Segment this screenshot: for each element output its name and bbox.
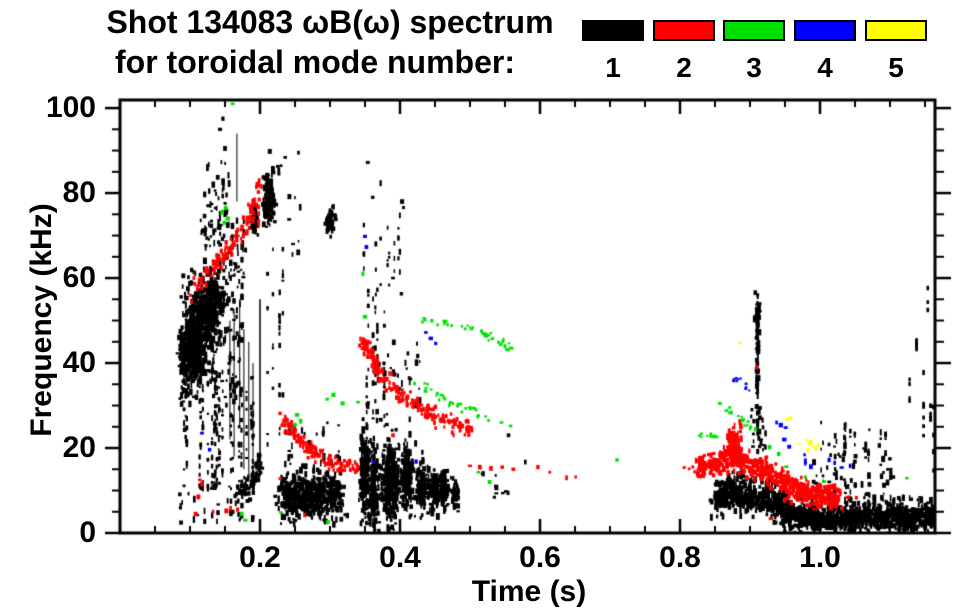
- x-tick-label-1.0: 1.0: [799, 541, 841, 574]
- legend-label-n3: 3: [746, 52, 762, 83]
- y-tick-label-100: 100: [45, 91, 96, 124]
- y-tick-label-40: 40: [62, 346, 96, 379]
- y-tick-label-80: 80: [62, 176, 96, 209]
- legend-label-n2: 2: [676, 52, 692, 83]
- legend-swatch-n1: [582, 20, 644, 41]
- legend-swatch-n4: [794, 20, 856, 41]
- legend-label-n5: 5: [888, 52, 904, 83]
- y-tick-label-20: 20: [62, 431, 96, 464]
- plot-title-line1: Shot 134083 ωB(ω) spectrum: [106, 4, 554, 40]
- legend-swatch-n2: [653, 20, 715, 41]
- x-axis-label: Time (s): [471, 575, 587, 608]
- legend-swatch-n5: [865, 20, 927, 41]
- legend-swatch-n3: [723, 20, 785, 41]
- x-tick-label-0.2: 0.2: [239, 541, 281, 574]
- x-tick-label-0.8: 0.8: [659, 541, 701, 574]
- legend-label-n4: 4: [817, 52, 833, 83]
- y-tick-label-0: 0: [79, 516, 96, 549]
- legend-label-n1: 1: [605, 52, 621, 83]
- y-tick-label-60: 60: [62, 261, 96, 294]
- x-tick-label-0.6: 0.6: [519, 541, 561, 574]
- x-tick-label-0.4: 0.4: [379, 541, 421, 574]
- y-axis-label: Frequency (kHz): [25, 203, 58, 437]
- plot-title-line2: for toroidal mode number:: [115, 44, 515, 80]
